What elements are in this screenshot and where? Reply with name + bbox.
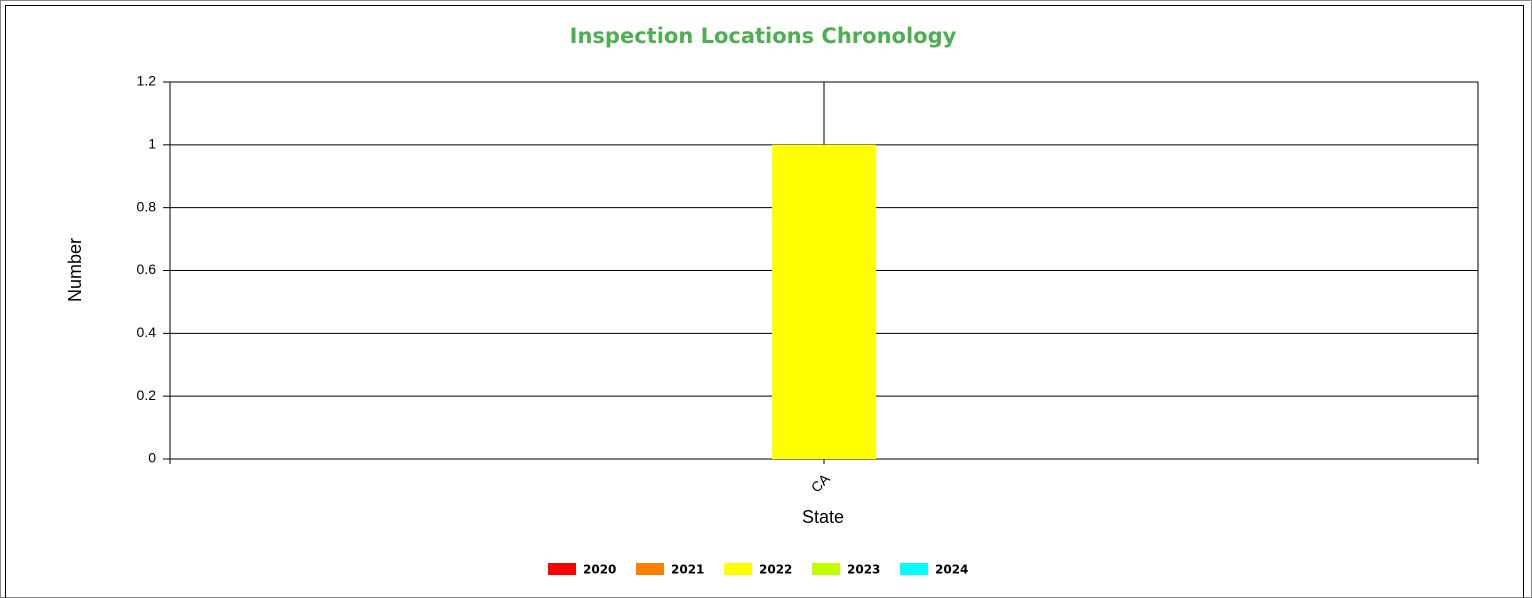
- x-axis-title: State: [802, 507, 844, 527]
- legend-label: 2024: [935, 563, 968, 577]
- legend-swatch: [636, 563, 664, 575]
- legend-label: 2020: [583, 563, 616, 577]
- legend-label: 2022: [759, 563, 792, 577]
- legend-swatch: [900, 563, 928, 575]
- frame-inner: [5, 5, 1524, 598]
- legend-label: 2023: [847, 563, 880, 577]
- y-tick-label: 0.4: [137, 324, 157, 340]
- y-tick-label: 1.2: [137, 73, 157, 89]
- y-axis-title: Number: [65, 238, 85, 302]
- y-tick-label: 1: [148, 136, 156, 152]
- legend-swatch: [812, 563, 840, 575]
- y-tick-label: 0.8: [137, 198, 157, 214]
- chart-title: Inspection Locations Chronology: [570, 24, 957, 48]
- legend-swatch: [724, 563, 752, 575]
- y-tick-label: 0.6: [137, 261, 157, 277]
- bar: [772, 144, 876, 460]
- x-tick-label: CA: [808, 470, 834, 496]
- y-tick-label: 0: [148, 450, 156, 466]
- y-tick-label: 0.2: [137, 387, 157, 403]
- legend-label: 2021: [671, 563, 704, 577]
- legend-swatch: [548, 563, 576, 575]
